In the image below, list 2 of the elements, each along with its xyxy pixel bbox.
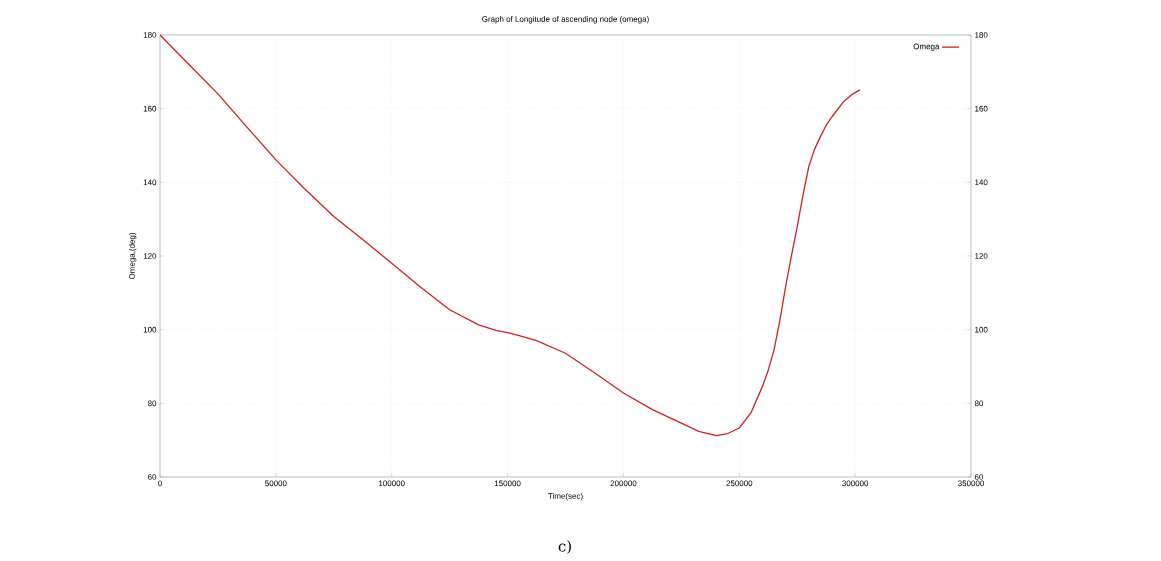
text: c) [558,540,571,554]
line-series [160,34,861,437]
